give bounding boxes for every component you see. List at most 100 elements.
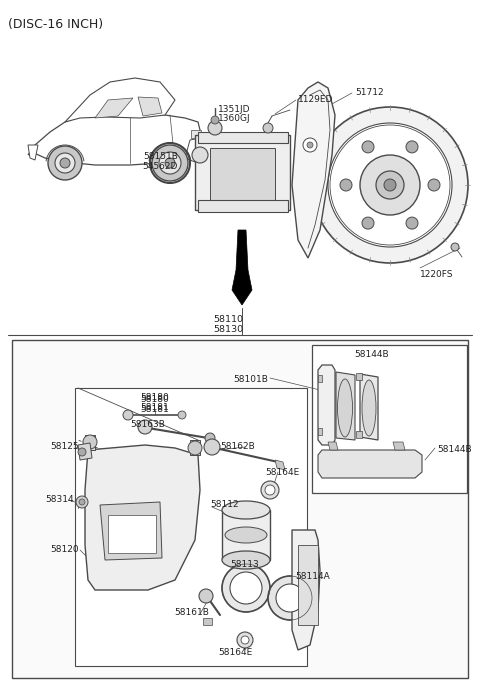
Polygon shape bbox=[198, 132, 288, 143]
Polygon shape bbox=[295, 540, 308, 635]
Text: (DISC-16 INCH): (DISC-16 INCH) bbox=[8, 18, 103, 31]
Polygon shape bbox=[318, 375, 322, 382]
Polygon shape bbox=[292, 530, 320, 650]
Circle shape bbox=[123, 410, 133, 420]
Circle shape bbox=[83, 435, 97, 449]
Text: 58180: 58180 bbox=[141, 395, 169, 404]
Text: 58162B: 58162B bbox=[220, 442, 255, 451]
Circle shape bbox=[205, 433, 215, 443]
Text: 58180: 58180 bbox=[141, 393, 169, 402]
Text: 51712: 51712 bbox=[355, 88, 384, 97]
Circle shape bbox=[55, 153, 75, 173]
Polygon shape bbox=[275, 460, 285, 470]
Bar bbox=[108, 515, 156, 553]
Text: 58181: 58181 bbox=[141, 403, 169, 412]
Circle shape bbox=[340, 179, 352, 191]
Circle shape bbox=[362, 217, 374, 229]
Polygon shape bbox=[198, 200, 288, 212]
Circle shape bbox=[78, 448, 86, 456]
Polygon shape bbox=[203, 618, 212, 625]
Text: 1351JD: 1351JD bbox=[218, 105, 251, 114]
Circle shape bbox=[384, 179, 396, 191]
Polygon shape bbox=[100, 502, 162, 560]
Text: 58144B: 58144B bbox=[355, 350, 389, 359]
Ellipse shape bbox=[362, 380, 376, 436]
Text: 58130: 58130 bbox=[213, 325, 243, 334]
Circle shape bbox=[60, 158, 70, 168]
Circle shape bbox=[79, 499, 85, 505]
Polygon shape bbox=[28, 112, 200, 165]
Polygon shape bbox=[210, 148, 275, 200]
Bar bbox=[191, 130, 201, 138]
Circle shape bbox=[406, 217, 418, 229]
Circle shape bbox=[428, 179, 440, 191]
Circle shape bbox=[307, 142, 313, 148]
Polygon shape bbox=[138, 97, 162, 116]
Polygon shape bbox=[85, 445, 200, 590]
Polygon shape bbox=[190, 440, 200, 455]
Text: 58120: 58120 bbox=[51, 545, 79, 554]
Bar bbox=[12, 340, 468, 678]
Polygon shape bbox=[65, 78, 175, 122]
Text: 1129ED: 1129ED bbox=[298, 95, 334, 104]
Bar bbox=[75, 388, 307, 666]
Circle shape bbox=[199, 589, 213, 603]
Circle shape bbox=[165, 158, 175, 168]
Circle shape bbox=[211, 116, 219, 124]
Polygon shape bbox=[195, 135, 290, 210]
Ellipse shape bbox=[337, 379, 352, 437]
Text: 58113: 58113 bbox=[230, 560, 259, 569]
Text: 58163B: 58163B bbox=[131, 420, 166, 429]
Circle shape bbox=[192, 147, 208, 163]
Circle shape bbox=[208, 121, 222, 135]
Ellipse shape bbox=[222, 551, 270, 569]
Circle shape bbox=[360, 155, 420, 215]
Circle shape bbox=[152, 145, 188, 181]
Circle shape bbox=[188, 441, 202, 455]
Circle shape bbox=[178, 411, 186, 419]
Circle shape bbox=[76, 496, 88, 508]
Text: 58144B: 58144B bbox=[437, 445, 472, 454]
Text: 58112: 58112 bbox=[210, 500, 239, 509]
Polygon shape bbox=[222, 510, 270, 560]
Polygon shape bbox=[328, 442, 338, 450]
Circle shape bbox=[241, 636, 249, 644]
Polygon shape bbox=[318, 428, 322, 435]
Polygon shape bbox=[360, 374, 378, 440]
Ellipse shape bbox=[222, 501, 270, 519]
Bar bbox=[312, 345, 467, 493]
Text: 58101B: 58101B bbox=[233, 375, 268, 384]
Circle shape bbox=[362, 141, 374, 153]
Circle shape bbox=[268, 576, 312, 620]
Polygon shape bbox=[28, 145, 38, 160]
Circle shape bbox=[204, 439, 220, 455]
Text: 58114A: 58114A bbox=[295, 572, 330, 581]
Circle shape bbox=[138, 420, 152, 434]
Circle shape bbox=[159, 152, 181, 174]
Circle shape bbox=[312, 107, 468, 263]
Text: 1360GJ: 1360GJ bbox=[218, 114, 251, 123]
Circle shape bbox=[265, 485, 275, 495]
Circle shape bbox=[303, 138, 317, 152]
Text: 58314: 58314 bbox=[46, 495, 74, 504]
Circle shape bbox=[376, 171, 404, 199]
Polygon shape bbox=[185, 138, 200, 162]
Text: 58181: 58181 bbox=[141, 405, 169, 414]
Polygon shape bbox=[356, 431, 362, 438]
Text: 58151B: 58151B bbox=[143, 152, 178, 161]
Polygon shape bbox=[302, 540, 308, 638]
Text: 58161B: 58161B bbox=[175, 608, 209, 617]
Circle shape bbox=[237, 632, 253, 648]
Polygon shape bbox=[336, 372, 355, 440]
Polygon shape bbox=[393, 442, 405, 450]
Polygon shape bbox=[318, 365, 335, 445]
Circle shape bbox=[48, 146, 82, 180]
Polygon shape bbox=[318, 450, 422, 478]
Text: 58164E: 58164E bbox=[218, 648, 252, 657]
Polygon shape bbox=[85, 435, 95, 450]
Polygon shape bbox=[95, 98, 133, 118]
Polygon shape bbox=[292, 82, 335, 258]
Circle shape bbox=[222, 564, 270, 612]
Text: 58110: 58110 bbox=[213, 315, 243, 324]
Circle shape bbox=[230, 572, 262, 604]
